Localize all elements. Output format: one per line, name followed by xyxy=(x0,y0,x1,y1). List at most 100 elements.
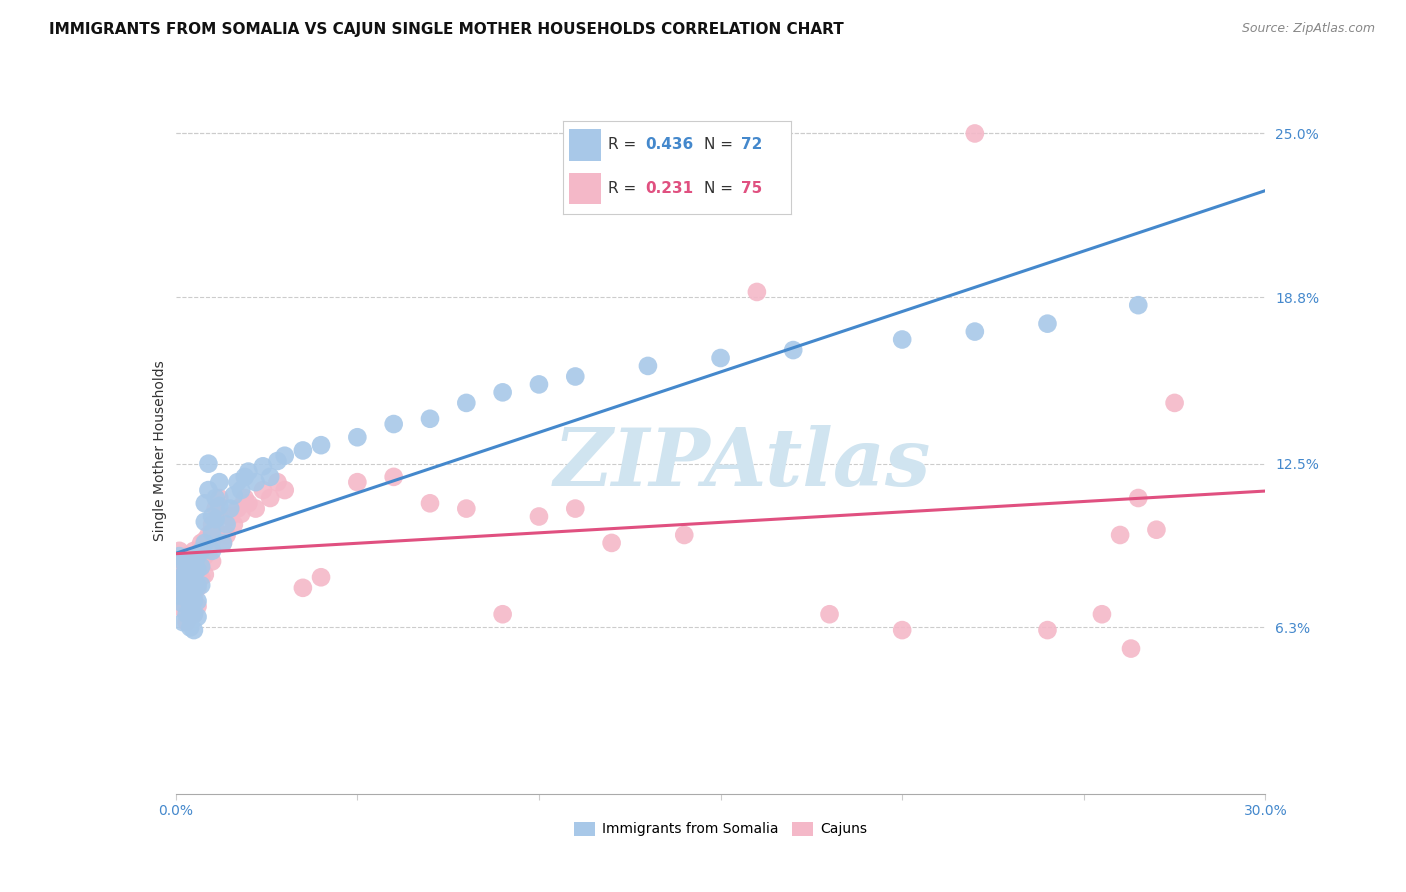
Point xyxy=(172,602,194,616)
Point xyxy=(346,475,368,490)
Point xyxy=(600,536,623,550)
Point xyxy=(637,359,659,373)
Point xyxy=(1119,641,1142,656)
Point xyxy=(179,559,201,574)
Point xyxy=(190,559,212,574)
Point xyxy=(274,449,297,463)
Point xyxy=(172,554,194,568)
Point xyxy=(179,591,201,606)
Point xyxy=(891,623,914,637)
Point xyxy=(176,578,198,592)
Point xyxy=(197,528,219,542)
Point xyxy=(172,581,194,595)
Point xyxy=(183,581,205,595)
Point xyxy=(183,591,205,606)
Point xyxy=(179,607,201,622)
Point xyxy=(212,536,235,550)
Point xyxy=(183,575,205,590)
Point xyxy=(1128,491,1150,505)
Point xyxy=(204,523,226,537)
Text: R =: R = xyxy=(609,181,637,196)
Point xyxy=(197,457,219,471)
Point xyxy=(183,607,205,622)
Point xyxy=(194,496,217,510)
Point xyxy=(527,377,550,392)
Point xyxy=(673,528,696,542)
Point xyxy=(169,581,191,595)
Point xyxy=(204,501,226,516)
Point xyxy=(176,581,198,595)
Point xyxy=(176,597,198,611)
Text: 0.231: 0.231 xyxy=(645,181,693,196)
Point xyxy=(222,517,245,532)
Point xyxy=(226,475,249,490)
Point xyxy=(259,491,281,505)
Point xyxy=(190,578,212,592)
Point xyxy=(1146,523,1168,537)
Point xyxy=(252,459,274,474)
Point xyxy=(179,602,201,616)
Point xyxy=(179,575,201,590)
Point xyxy=(274,483,297,497)
Point xyxy=(233,470,256,484)
Point xyxy=(186,599,209,614)
Point xyxy=(245,475,267,490)
Point xyxy=(183,554,205,568)
Point xyxy=(252,483,274,497)
Point xyxy=(208,499,231,513)
Point xyxy=(176,565,198,579)
Text: N =: N = xyxy=(704,137,734,153)
Point xyxy=(382,417,405,431)
Point xyxy=(1128,298,1150,312)
Point xyxy=(456,396,478,410)
Text: N =: N = xyxy=(704,181,734,196)
Point xyxy=(492,607,515,622)
Point xyxy=(183,594,205,608)
Point xyxy=(204,512,226,526)
Point xyxy=(266,475,288,490)
Point xyxy=(169,549,191,563)
Point xyxy=(963,325,986,339)
Bar xyxy=(569,129,602,161)
Point xyxy=(179,620,201,634)
Point xyxy=(1163,396,1185,410)
Point xyxy=(233,491,256,505)
Point xyxy=(231,483,253,497)
Point xyxy=(176,562,198,576)
Point xyxy=(194,515,217,529)
Point xyxy=(172,570,194,584)
Point xyxy=(963,127,986,141)
Y-axis label: Single Mother Households: Single Mother Households xyxy=(153,360,167,541)
Point xyxy=(309,438,332,452)
Point xyxy=(197,544,219,558)
Point xyxy=(1036,317,1059,331)
Point xyxy=(818,607,841,622)
Text: Source: ZipAtlas.com: Source: ZipAtlas.com xyxy=(1241,22,1375,36)
Point xyxy=(176,549,198,563)
Text: 75: 75 xyxy=(741,181,762,196)
Point xyxy=(169,562,191,576)
Point xyxy=(238,496,260,510)
Text: 0.436: 0.436 xyxy=(645,137,693,153)
Point xyxy=(215,528,238,542)
Point xyxy=(176,591,198,606)
Point xyxy=(891,333,914,347)
Point xyxy=(212,536,235,550)
Text: R =: R = xyxy=(609,137,637,153)
Point xyxy=(186,549,209,563)
Bar xyxy=(569,173,602,204)
Point xyxy=(172,570,194,584)
Point xyxy=(186,610,209,624)
Point xyxy=(291,581,314,595)
Point xyxy=(194,533,217,548)
Point xyxy=(190,536,212,550)
Point xyxy=(172,597,194,611)
Point xyxy=(245,501,267,516)
Point xyxy=(169,589,191,603)
Legend: Immigrants from Somalia, Cajuns: Immigrants from Somalia, Cajuns xyxy=(568,816,873,842)
Point xyxy=(1091,607,1114,622)
Point xyxy=(219,509,242,524)
Point xyxy=(186,565,209,579)
Point xyxy=(346,430,368,444)
Point xyxy=(222,488,245,502)
